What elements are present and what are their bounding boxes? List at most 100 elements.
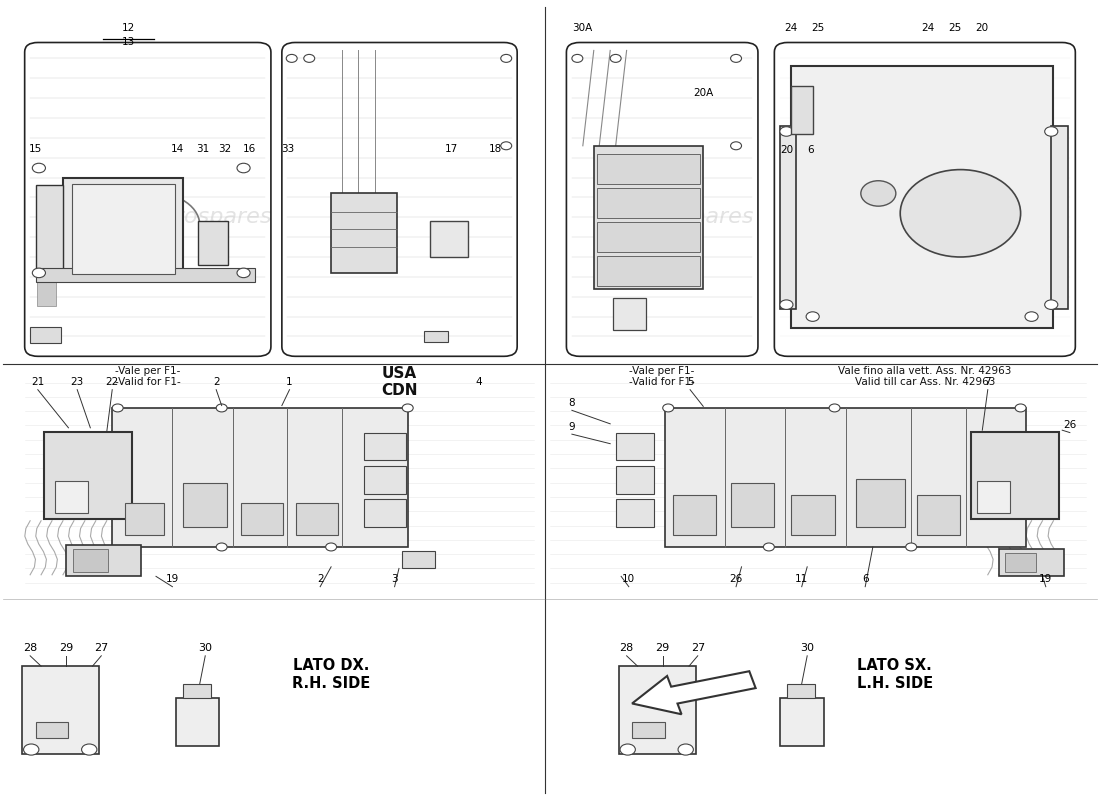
Circle shape bbox=[1045, 300, 1058, 310]
Circle shape bbox=[610, 54, 621, 62]
Text: 11: 11 bbox=[795, 574, 808, 584]
Bar bbox=[125, 503, 164, 535]
Bar bbox=[597, 256, 700, 286]
Text: 19: 19 bbox=[166, 574, 179, 584]
Text: 21: 21 bbox=[31, 378, 44, 387]
Text: 15: 15 bbox=[29, 144, 42, 154]
Text: 29: 29 bbox=[59, 642, 74, 653]
Circle shape bbox=[806, 312, 820, 322]
Text: -Vale per F1-
-Valid for F1-: -Vale per F1- -Valid for F1- bbox=[114, 366, 180, 387]
Text: 20: 20 bbox=[780, 146, 793, 155]
Text: 2: 2 bbox=[317, 574, 323, 584]
Text: 6: 6 bbox=[807, 146, 814, 155]
Circle shape bbox=[81, 744, 97, 755]
Bar bbox=[35, 722, 68, 738]
Bar bbox=[430, 222, 468, 257]
Circle shape bbox=[217, 543, 227, 551]
Circle shape bbox=[572, 54, 583, 62]
Text: 17: 17 bbox=[444, 144, 458, 154]
Circle shape bbox=[326, 543, 337, 551]
Text: 28: 28 bbox=[23, 642, 37, 653]
Circle shape bbox=[304, 54, 315, 62]
Text: 30: 30 bbox=[800, 642, 814, 653]
Circle shape bbox=[236, 268, 250, 278]
FancyArrow shape bbox=[632, 671, 756, 714]
Circle shape bbox=[286, 54, 297, 62]
Text: LATO DX.
R.H. SIDE: LATO DX. R.H. SIDE bbox=[292, 658, 371, 690]
Bar bbox=[112, 408, 408, 547]
Text: 22: 22 bbox=[106, 378, 119, 387]
Text: 3: 3 bbox=[392, 574, 398, 584]
Bar bbox=[425, 331, 448, 342]
Text: 13: 13 bbox=[122, 38, 135, 47]
Bar bbox=[296, 503, 338, 535]
Text: eurospares: eurospares bbox=[723, 482, 848, 502]
Circle shape bbox=[32, 163, 45, 173]
Text: eurospares: eurospares bbox=[630, 207, 755, 227]
Text: 26: 26 bbox=[1064, 420, 1077, 430]
Text: 9: 9 bbox=[569, 422, 575, 432]
Text: 30A: 30A bbox=[572, 23, 592, 33]
Circle shape bbox=[236, 163, 250, 173]
Text: 14: 14 bbox=[172, 144, 185, 154]
Text: eurospares: eurospares bbox=[148, 207, 273, 227]
Bar bbox=[66, 545, 141, 576]
Bar bbox=[241, 503, 283, 535]
Circle shape bbox=[1015, 404, 1026, 412]
Circle shape bbox=[763, 543, 774, 551]
Circle shape bbox=[112, 404, 123, 412]
Text: -Vale per F1-
-Valid for F1-: -Vale per F1- -Valid for F1- bbox=[629, 366, 695, 387]
Bar bbox=[22, 666, 99, 754]
Bar bbox=[35, 186, 63, 273]
Bar bbox=[619, 666, 695, 754]
Bar bbox=[780, 126, 796, 309]
Bar bbox=[672, 495, 716, 535]
Bar bbox=[73, 549, 108, 572]
Circle shape bbox=[861, 181, 895, 206]
Bar bbox=[597, 154, 700, 184]
Bar bbox=[72, 184, 175, 274]
Bar bbox=[791, 86, 813, 134]
Bar bbox=[55, 481, 88, 513]
Text: USA
CDN: USA CDN bbox=[382, 366, 418, 398]
Text: 6: 6 bbox=[862, 574, 869, 584]
Text: 12: 12 bbox=[122, 23, 135, 33]
Circle shape bbox=[620, 744, 636, 755]
Bar bbox=[780, 698, 824, 746]
Bar bbox=[331, 194, 397, 273]
Bar bbox=[403, 551, 436, 569]
Bar bbox=[364, 433, 406, 460]
Text: 23: 23 bbox=[70, 378, 84, 387]
Circle shape bbox=[900, 170, 1021, 257]
Text: 7: 7 bbox=[984, 378, 991, 387]
Text: 1: 1 bbox=[286, 378, 293, 387]
Circle shape bbox=[23, 744, 38, 755]
Bar bbox=[916, 495, 960, 535]
Text: 27: 27 bbox=[95, 642, 109, 653]
Text: 24: 24 bbox=[784, 23, 798, 33]
Text: 28: 28 bbox=[619, 642, 634, 653]
Text: 19: 19 bbox=[1040, 574, 1053, 584]
Bar bbox=[30, 327, 60, 342]
Bar bbox=[184, 483, 227, 527]
Text: 25: 25 bbox=[812, 23, 825, 33]
Text: 31: 31 bbox=[197, 144, 210, 154]
Bar bbox=[594, 146, 703, 289]
Text: 18: 18 bbox=[488, 144, 502, 154]
Bar bbox=[857, 479, 904, 527]
Bar bbox=[730, 483, 774, 527]
Text: 5: 5 bbox=[686, 378, 693, 387]
Bar bbox=[664, 408, 1026, 547]
Text: 27: 27 bbox=[691, 642, 705, 653]
Bar bbox=[198, 222, 228, 265]
Bar bbox=[614, 298, 647, 330]
Circle shape bbox=[662, 404, 673, 412]
Text: 16: 16 bbox=[242, 144, 255, 154]
Circle shape bbox=[500, 54, 512, 62]
Bar bbox=[616, 466, 654, 494]
FancyArrow shape bbox=[36, 282, 56, 306]
Bar bbox=[597, 188, 700, 218]
Bar bbox=[791, 66, 1054, 329]
Text: 20A: 20A bbox=[693, 88, 713, 98]
Text: Vale fino alla vett. Ass. Nr. 42963
Valid till car Ass. Nr. 42963: Vale fino alla vett. Ass. Nr. 42963 Vali… bbox=[838, 366, 1012, 387]
